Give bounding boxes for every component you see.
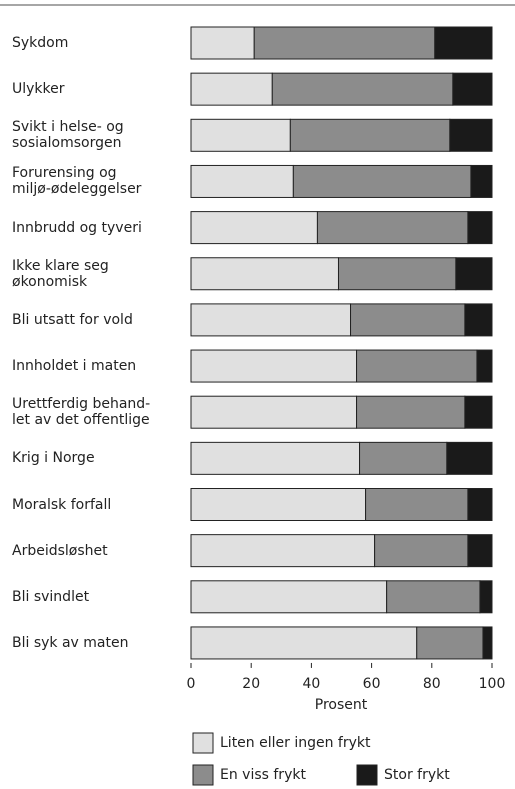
bar-segment	[190, 534, 376, 568]
bar-segment	[365, 488, 469, 521]
category-label: Innbrudd og tyveri	[12, 219, 142, 236]
category-label: Bli syk av maten	[12, 634, 129, 651]
category-label: Arbeidsløshet	[12, 542, 108, 559]
category-label: Sykdom	[12, 35, 69, 51]
category-label: Svikt i helse- og sosialomsorgen	[12, 119, 124, 152]
bar-segment	[356, 349, 478, 383]
bar-segment	[190, 580, 388, 614]
category-label: Forurensing og miljø-ødeleggelser	[12, 165, 142, 198]
bar-segment	[476, 349, 493, 383]
bar-segment	[190, 118, 291, 152]
bar-segment	[190, 26, 255, 60]
category-label: Innholdet i maten	[12, 358, 137, 375]
bar-segment	[467, 488, 493, 521]
legend-swatch	[356, 764, 378, 786]
category-label: Urettferdig behand- let av det offentlig…	[12, 396, 151, 429]
bar-segment	[337, 257, 457, 291]
category-label: Moralsk forfall	[12, 496, 112, 513]
bar-segment	[464, 303, 493, 337]
category-label: Krig i Norge	[12, 450, 95, 467]
x-tick-label: 100	[479, 676, 506, 692]
bar-segment	[350, 303, 466, 337]
bar-segment	[190, 72, 273, 106]
bar-segment	[386, 580, 481, 614]
legend-label: Liten eller ingen frykt	[220, 735, 371, 751]
bar-segment	[479, 580, 493, 614]
bar-segment	[289, 118, 451, 152]
bar-segment	[190, 626, 418, 660]
category-label: Ikke klare seg økonomisk	[12, 257, 109, 290]
x-tick-label: 40	[302, 676, 320, 692]
legend-label: En viss frykt	[220, 767, 306, 783]
category-label: Ulykker	[12, 81, 65, 98]
bar-segment	[467, 534, 493, 568]
bar-segment	[482, 626, 493, 660]
legend-swatch	[192, 764, 214, 786]
legend-label: Stor frykt	[384, 767, 450, 783]
bar-segment	[455, 257, 493, 291]
bar-segment	[446, 441, 493, 475]
bar-segment	[190, 395, 358, 429]
category-label: Bli utsatt for vold	[12, 311, 133, 328]
x-axis-label: Prosent	[315, 697, 368, 713]
bar-segment	[467, 211, 493, 245]
bar-segment	[190, 349, 358, 383]
bar-segment	[190, 441, 361, 475]
bar-segment	[292, 164, 472, 198]
bar-segment	[416, 626, 484, 660]
bar-segment	[470, 164, 493, 198]
bar-segment	[190, 211, 318, 245]
x-tick-label: 60	[363, 676, 381, 692]
bar-segment	[434, 26, 493, 60]
x-tick-label: 0	[187, 676, 196, 692]
bar-segment	[356, 395, 466, 429]
x-tick-label: 20	[242, 676, 260, 692]
x-tick-label: 80	[423, 676, 441, 692]
bar-segment	[452, 72, 493, 106]
legend-swatch	[192, 732, 214, 754]
bar-segment	[316, 211, 469, 245]
bar-segment	[374, 534, 469, 568]
bar-segment	[190, 164, 294, 198]
bar-segment	[190, 488, 367, 521]
bar-segment	[271, 72, 454, 106]
bar-segment	[464, 395, 493, 429]
bar-segment	[190, 257, 339, 291]
bar-segment	[449, 118, 493, 152]
bar-segment	[359, 441, 448, 475]
bar-segment	[190, 303, 352, 337]
category-label: Bli svindlet	[12, 588, 90, 605]
bar-segment	[253, 26, 436, 60]
